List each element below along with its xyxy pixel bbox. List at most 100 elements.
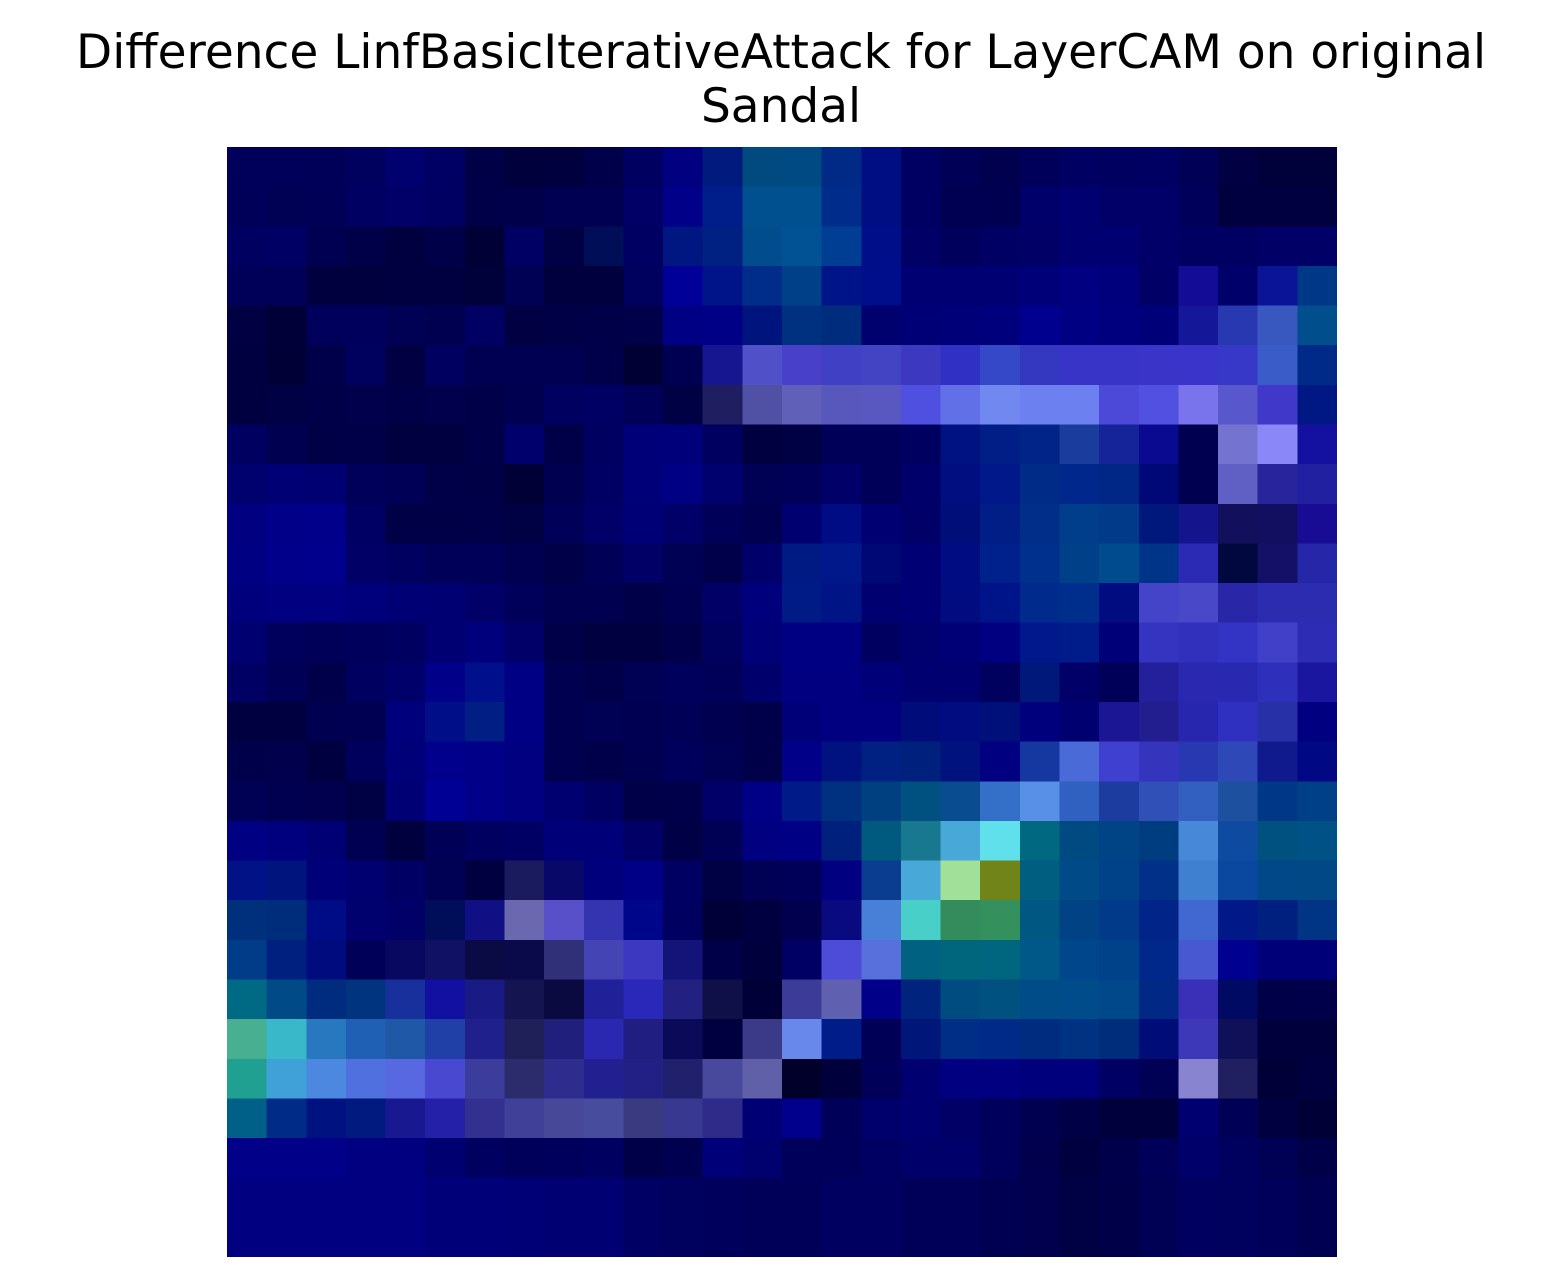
heatmap-cell-r6-c14: [782, 384, 823, 426]
heatmap-cell-r6-c15: [821, 384, 862, 426]
heatmap-cell-r10-c26: [1257, 543, 1298, 584]
heatmap-cell-r6-c12: [702, 384, 743, 426]
heatmap-cell-r0-c25: [1218, 147, 1259, 188]
heatmap-cell-r3-c15: [821, 265, 862, 307]
heatmap-cell-r2-c22: [1099, 226, 1140, 267]
heatmap-cell-r25-c22: [1099, 1138, 1140, 1179]
heatmap-cell-r2-c24: [1178, 226, 1219, 267]
heatmap-cell-r26-c27: [1297, 1177, 1337, 1218]
heatmap-cell-r25-c21: [1059, 1138, 1100, 1179]
heatmap-cell-r4-c10: [623, 305, 664, 346]
heatmap-cell-r6-c17: [900, 384, 942, 426]
heatmap-cell-r21-c12: [702, 979, 743, 1020]
heatmap-cell-r4-c13: [742, 305, 783, 346]
heatmap-cell-r22-c0: [227, 1019, 268, 1060]
heatmap-cell-r19-c2: [306, 900, 347, 941]
heatmap-cell-r2-c7: [504, 226, 545, 267]
heatmap-cell-r20-c18: [940, 939, 981, 981]
heatmap-cell-r7-c5: [425, 424, 466, 465]
heatmap-cell-r14-c4: [385, 702, 426, 743]
heatmap-cell-r1-c9: [583, 186, 625, 227]
heatmap-cell-r3-c25: [1218, 265, 1259, 307]
heatmap-cell-r2-c13: [742, 226, 783, 267]
heatmap-cell-r11-c20: [1019, 583, 1061, 624]
heatmap-cell-r9-c24: [1178, 503, 1219, 545]
heatmap-cell-r22-c6: [464, 1019, 506, 1060]
heatmap-cell-r13-c4: [385, 662, 426, 703]
heatmap-cell-r6-c24: [1178, 384, 1219, 426]
heatmap-cell-r3-c14: [782, 265, 823, 307]
heatmap-cell-r10-c7: [504, 543, 545, 584]
heatmap-cell-r27-c13: [742, 1217, 783, 1257]
heatmap-cell-r8-c9: [583, 464, 625, 505]
heatmap-cell-r4-c16: [861, 305, 902, 346]
heatmap-cell-r25-c18: [940, 1138, 981, 1179]
heatmap-cell-r19-c6: [464, 900, 506, 941]
heatmap-cell-r13-c23: [1138, 662, 1180, 703]
heatmap-cell-r0-c8: [544, 147, 585, 188]
heatmap-cell-r12-c16: [861, 622, 902, 663]
heatmap-cell-r17-c18: [940, 820, 981, 862]
heatmap-cell-r23-c24: [1178, 1058, 1219, 1100]
heatmap-cell-r5-c4: [385, 345, 426, 386]
heatmap-cell-r2-c12: [702, 226, 743, 267]
heatmap-cell-r5-c27: [1297, 345, 1337, 386]
heatmap-cell-r23-c23: [1138, 1058, 1180, 1100]
heatmap-cell-r23-c3: [345, 1058, 387, 1100]
heatmap-cell-r16-c1: [266, 781, 307, 822]
heatmap-cell-r16-c3: [345, 781, 387, 822]
heatmap-cell-r17-c6: [464, 820, 506, 862]
heatmap-cell-r1-c11: [663, 186, 704, 227]
heatmap-cell-r14-c8: [544, 702, 585, 743]
heatmap-cell-r12-c4: [385, 622, 426, 663]
heatmap-cell-r1-c13: [742, 186, 783, 227]
heatmap-cell-r13-c25: [1218, 662, 1259, 703]
heatmap-cell-r5-c18: [940, 345, 981, 386]
heatmap-cell-r4-c4: [385, 305, 426, 346]
heatmap-cell-r3-c20: [1019, 265, 1061, 307]
heatmap-cell-r13-c22: [1099, 662, 1140, 703]
heatmap-cell-r12-c13: [742, 622, 783, 663]
heatmap-cell-r3-c0: [227, 265, 268, 307]
heatmap-cell-r21-c1: [266, 979, 307, 1020]
heatmap-cell-r7-c19: [980, 424, 1021, 465]
heatmap-cell-r17-c10: [623, 820, 664, 862]
heatmap-cell-r9-c23: [1138, 503, 1180, 545]
heatmap-cell-r8-c11: [663, 464, 704, 505]
heatmap-cell-r7-c26: [1257, 424, 1298, 465]
heatmap-cell-r25-c15: [821, 1138, 862, 1179]
heatmap-cell-r6-c1: [266, 384, 307, 426]
heatmap-cell-r23-c5: [425, 1058, 466, 1100]
heatmap-cell-r18-c25: [1218, 860, 1259, 901]
heatmap-cell-r21-c27: [1297, 979, 1337, 1020]
heatmap-cell-r0-c27: [1297, 147, 1337, 188]
heatmap-cell-r17-c24: [1178, 820, 1219, 862]
heatmap-cell-r21-c8: [544, 979, 585, 1020]
heatmap-cell-r20-c15: [821, 939, 862, 981]
heatmap-cell-r3-c8: [544, 265, 585, 307]
heatmap-cell-r1-c7: [504, 186, 545, 227]
heatmap-cell-r19-c19: [980, 900, 1021, 941]
heatmap-cell-r20-c10: [623, 939, 664, 981]
heatmap-cell-r18-c0: [227, 860, 268, 901]
heatmap-cell-r10-c8: [544, 543, 585, 584]
heatmap-cell-r3-c4: [385, 265, 426, 307]
heatmap-cell-r21-c20: [1019, 979, 1061, 1020]
heatmap-cell-r11-c22: [1099, 583, 1140, 624]
heatmap-cell-r19-c20: [1019, 900, 1061, 941]
heatmap-cell-r8-c2: [306, 464, 347, 505]
heatmap-cell-r6-c10: [623, 384, 664, 426]
heatmap-cell-r15-c12: [702, 741, 743, 782]
heatmap-cell-r19-c4: [385, 900, 426, 941]
heatmap-cell-r26-c1: [266, 1177, 307, 1218]
heatmap-cell-r12-c21: [1059, 622, 1100, 663]
heatmap-cell-r15-c20: [1019, 741, 1061, 782]
heatmap-cell-r20-c9: [583, 939, 625, 981]
heatmap-cell-r14-c14: [782, 702, 823, 743]
heatmap-cell-r4-c27: [1297, 305, 1337, 346]
heatmap-cell-r9-c27: [1297, 503, 1337, 545]
heatmap-cell-r13-c5: [425, 662, 466, 703]
heatmap-cell-r19-c23: [1138, 900, 1180, 941]
heatmap-cell-r22-c14: [782, 1019, 823, 1060]
heatmap-cell-r4-c18: [940, 305, 981, 346]
